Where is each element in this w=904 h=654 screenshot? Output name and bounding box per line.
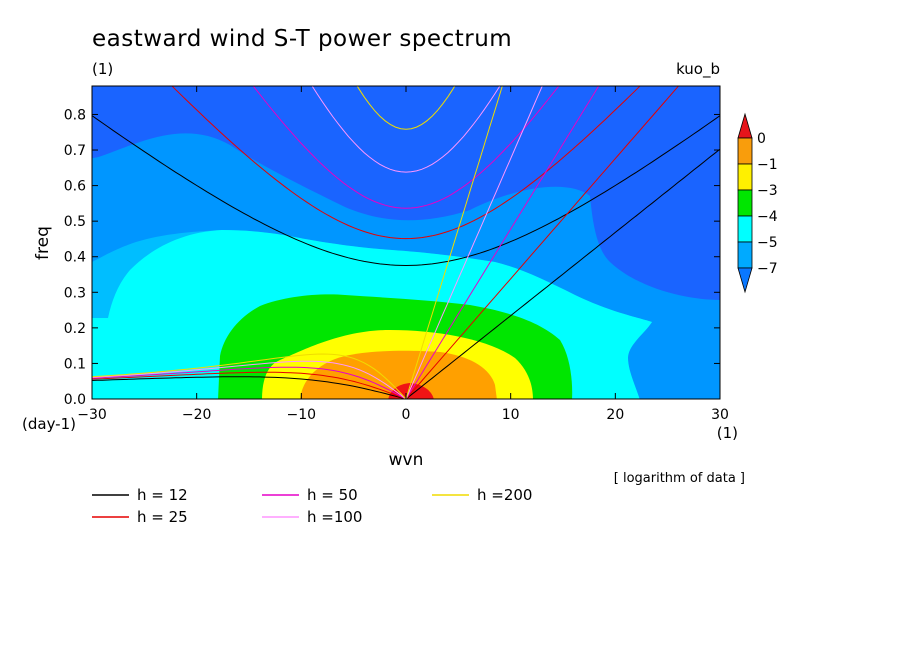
colorbar-segment [737,215,753,243]
contour-region-0 [300,350,497,399]
colorbar-label: −1 [757,157,778,173]
x-tick-label: 30 [711,407,729,423]
colorbar-arrow-bottom [737,267,753,294]
legend-label: h = 50 [307,486,358,504]
gravity-curve [92,115,720,267]
colorbar-segment [737,137,753,165]
rossby-curve [92,376,407,399]
gravity-curve [252,86,560,209]
x-axis-ticks: −30 −20 −10 0 10 20 30 [77,86,729,423]
x-tick-label: −30 [77,407,107,423]
x-axis-unit: (1) [717,424,738,442]
y-axis-unit: (day-1) [22,415,76,433]
x-tick-label: −20 [182,407,212,423]
gravity-curve [311,86,501,173]
chart-subtitle-right: kuo_b [676,60,720,79]
kelvin-curve [405,86,543,399]
rossby-curve [92,366,407,399]
data-note: [ logarithm of data ] [614,471,745,486]
y-tick-label: 0.0 [64,392,86,408]
gravity-curve [356,86,456,130]
curve-legend: h = 12 h = 25 h = 50 h =100 h =200 [92,486,532,526]
y-axis-ticks: 0.0 0.1 0.2 0.3 0.4 0.5 0.6 0.7 0.8 [64,107,720,408]
colorbar-label: −4 [757,209,778,225]
kelvin-curve [405,148,720,399]
y-tick-label: 0.8 [64,107,86,123]
colorbar-label: 0 [757,131,766,147]
colorbar-segment [737,189,753,217]
rossby-curve [92,360,407,399]
gravity-curve [171,86,641,240]
chart-title: eastward wind S-T power spectrum [92,26,512,52]
colorbar-segment [737,163,753,191]
y-tick-label: 0.5 [64,214,86,230]
colorbar-segment [737,241,753,269]
legend-label: h =100 [307,508,362,526]
x-tick-label: 20 [606,407,624,423]
x-axis-label: wvn [389,450,424,470]
y-tick-label: 0.4 [64,250,86,266]
rossby-curve [92,353,407,399]
y-tick-label: 0.2 [64,321,86,337]
kelvin-curve [405,86,600,399]
y-tick-label: 0.3 [64,285,86,301]
legend-label: h = 25 [137,508,188,526]
kelvin-curve [405,86,680,399]
colorbar-arrow-top [737,112,753,139]
x-tick-label: 0 [402,407,411,423]
rossby-curve [92,371,407,399]
colorbar-label: −7 [757,261,778,277]
colorbar-label: −5 [757,235,778,251]
dispersion-curves [92,86,720,399]
legend-label: h = 12 [137,486,188,504]
y-axis-label: freq [33,226,53,260]
kelvin-curve [405,86,503,399]
colorbar-label: −3 [757,183,778,199]
legend-label: h =200 [477,486,532,504]
x-tick-label: 10 [502,407,520,423]
plot-area [92,86,720,399]
colorbar: 0 −1 −3 −4 −5 −7 [737,112,778,294]
y-tick-label: 0.1 [64,356,86,372]
chart-subtitle-left: (1) [92,60,113,78]
x-tick-label: −10 [287,407,317,423]
y-tick-label: 0.6 [64,179,86,195]
y-tick-label: 0.7 [64,143,86,159]
